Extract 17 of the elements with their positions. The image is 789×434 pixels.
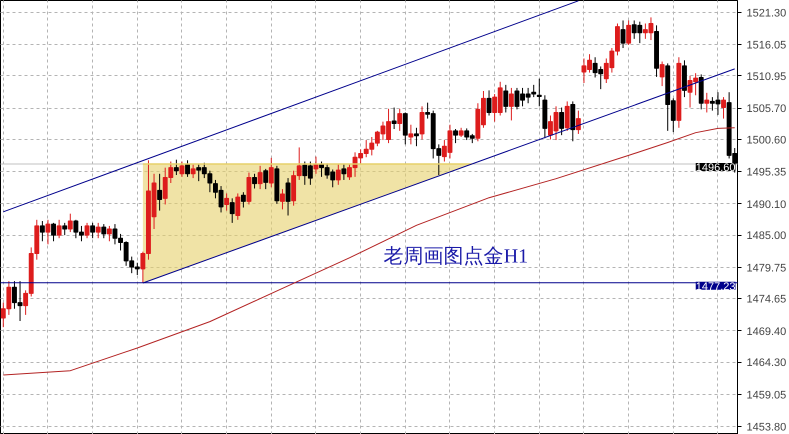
y-tick-label: 1474.65 <box>746 294 786 306</box>
ref-line-label: 1477.23 <box>696 280 736 293</box>
y-tick-label: 1453.80 <box>746 422 786 434</box>
y-tick-label: 1495.35 <box>746 166 786 179</box>
y-tick-label: 1469.40 <box>746 326 786 338</box>
y-tick-label: 1521.30 <box>746 7 786 20</box>
y-tick-label: 1510.95 <box>746 70 786 83</box>
y-tick-label: 1485.00 <box>746 230 786 242</box>
y-tick-label: 1500.60 <box>746 134 786 146</box>
y-tick-label: 1464.30 <box>746 357 786 370</box>
y-tick-label: 1505.70 <box>746 103 786 116</box>
annotation: 老周画图点金H1 <box>384 245 528 268</box>
y-tick-label: 1479.75 <box>746 262 786 274</box>
y-tick-label: 1490.10 <box>746 198 786 211</box>
ref-line-label: 1496.60 <box>696 162 736 174</box>
y-tick-label: 1459.05 <box>746 389 786 402</box>
y-tick-label: 1516.05 <box>746 40 786 52</box>
